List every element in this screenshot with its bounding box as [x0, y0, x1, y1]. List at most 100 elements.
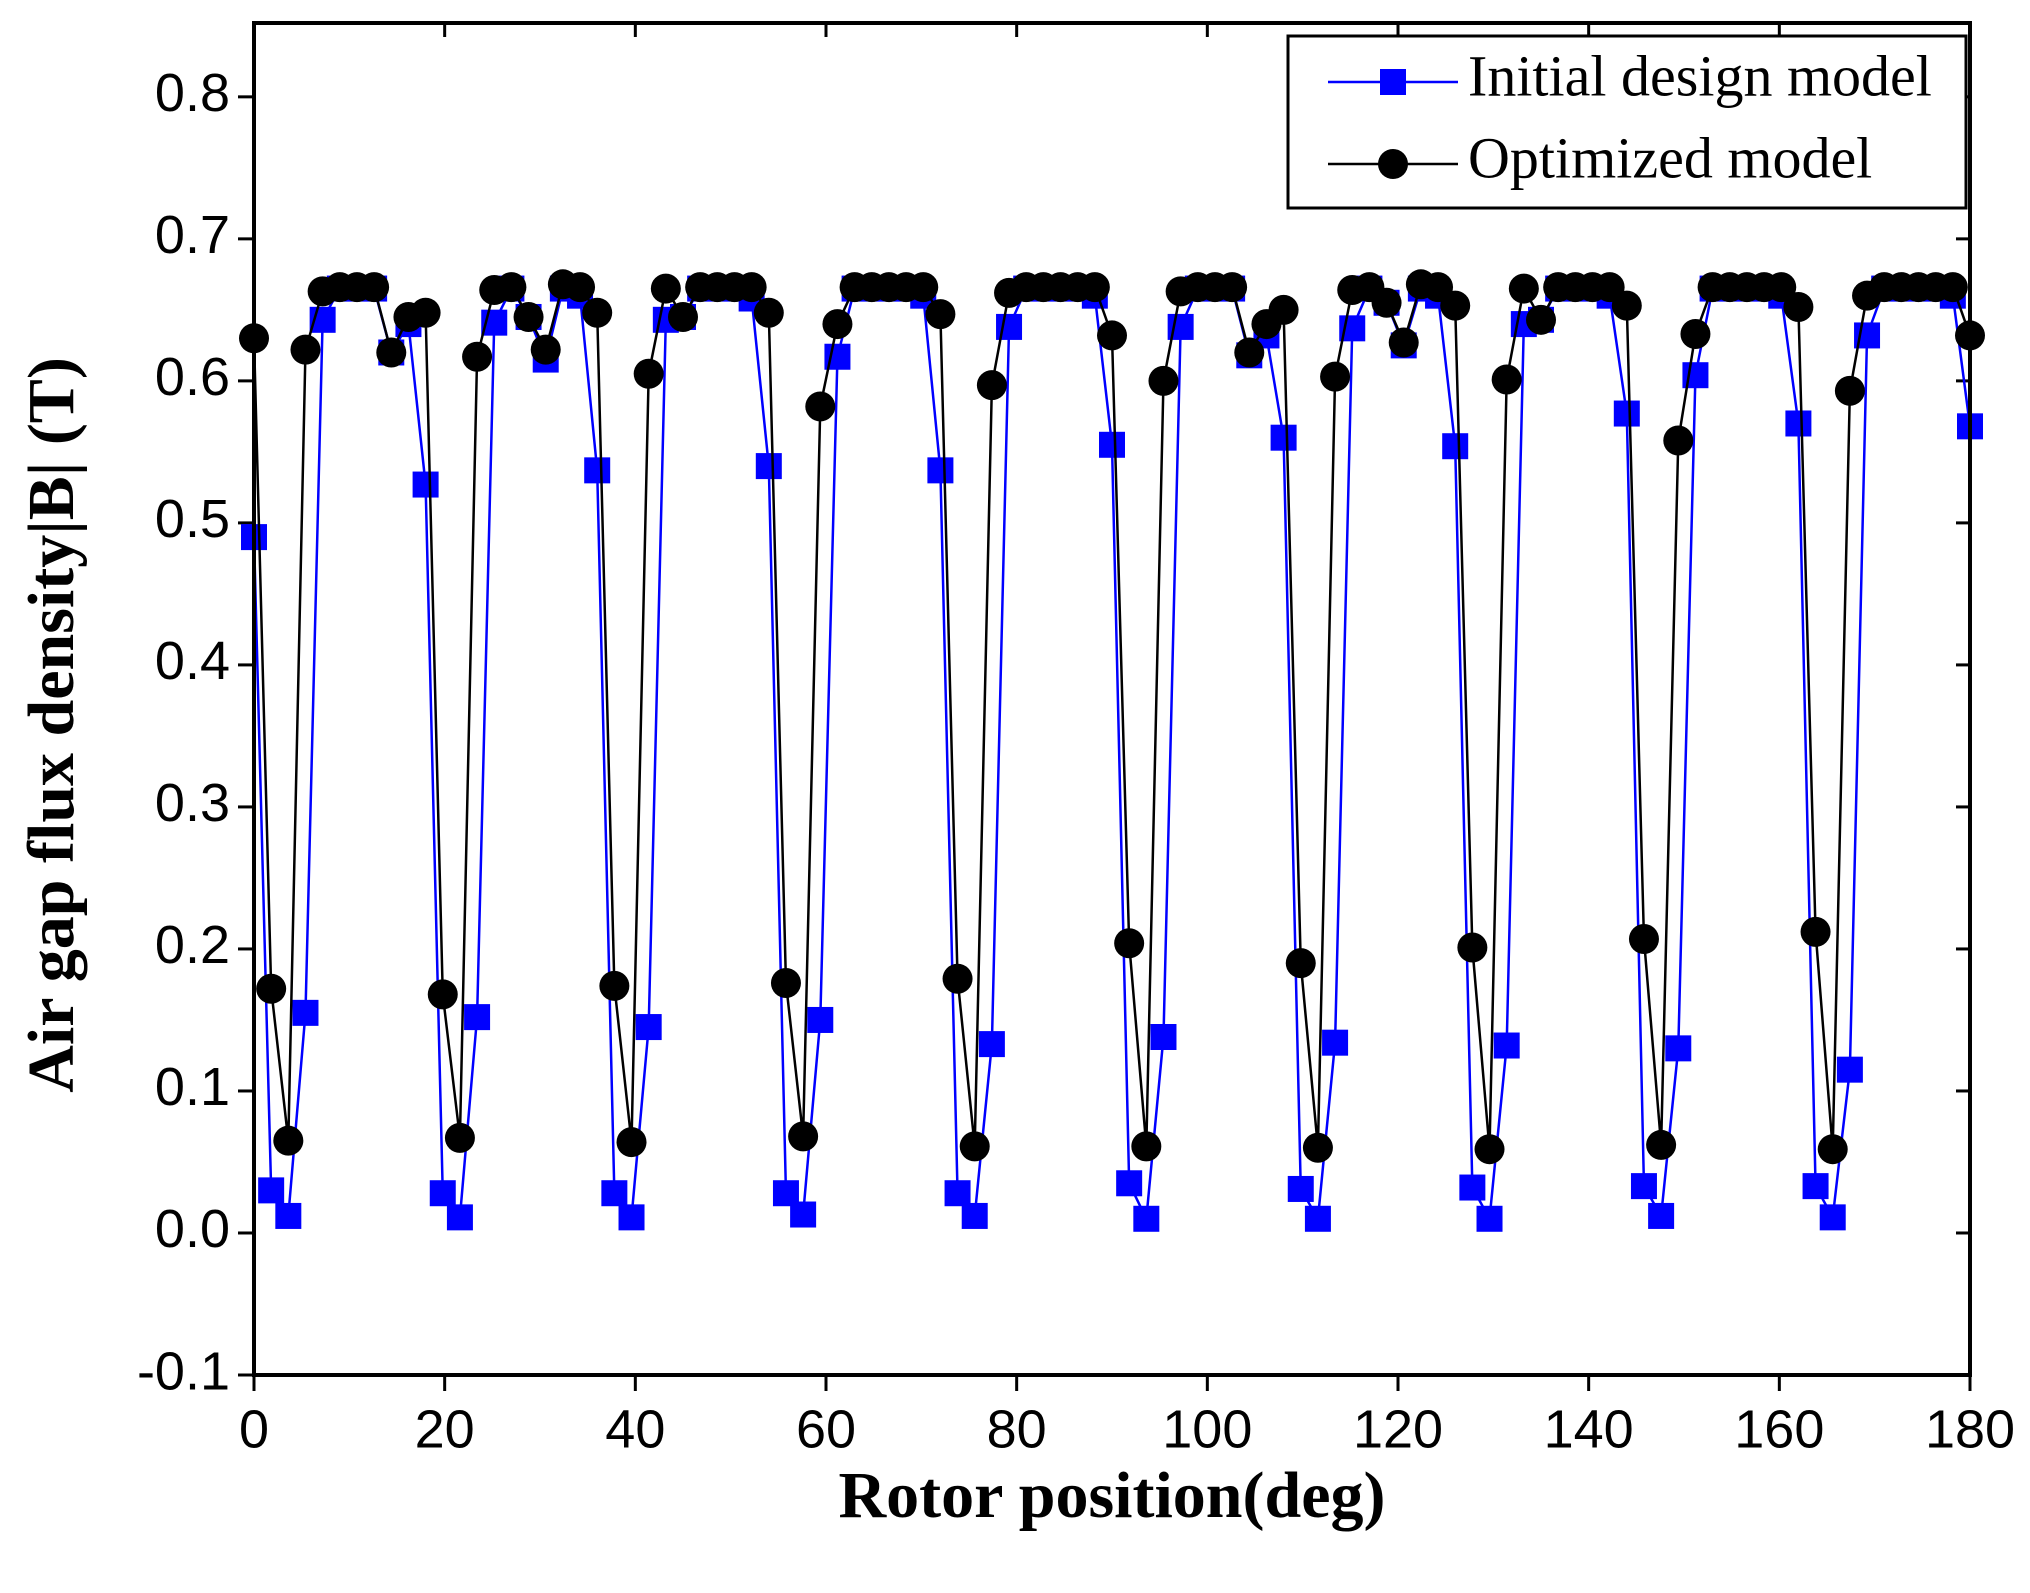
marker [978, 1031, 1005, 1058]
marker [1474, 1134, 1505, 1165]
marker [822, 309, 853, 340]
marker [807, 1006, 834, 1033]
marker [755, 453, 782, 480]
marker [530, 334, 561, 365]
marker [1116, 1170, 1143, 1197]
marker [582, 297, 613, 328]
legend-box [1286, 34, 1968, 210]
marker [1459, 1174, 1486, 1201]
marker [1493, 1032, 1520, 1059]
marker [273, 1125, 304, 1156]
marker [1646, 1129, 1677, 1160]
marker [1802, 1173, 1829, 1200]
legend-label: Optimized model [1468, 125, 1872, 190]
marker [635, 1014, 662, 1041]
marker [1320, 361, 1351, 392]
marker [1304, 1205, 1331, 1232]
x-tick-label: 160 [1734, 1399, 1824, 1459]
marker [650, 273, 681, 304]
marker [359, 272, 390, 303]
x-tick-label: 0 [239, 1399, 269, 1459]
marker [1133, 1205, 1160, 1232]
marker [1268, 294, 1299, 325]
x-tick-label: 60 [796, 1399, 856, 1459]
marker [1079, 272, 1110, 303]
marker [959, 1131, 990, 1162]
marker [1234, 337, 1265, 368]
marker [601, 1180, 628, 1207]
marker [1285, 948, 1316, 979]
marker [1663, 425, 1694, 456]
y-tick-label: 0.6 [155, 347, 230, 407]
y-tick-label: 0.1 [155, 1057, 230, 1117]
marker [1508, 273, 1539, 304]
marker [1680, 319, 1711, 350]
legend-marker [1380, 69, 1406, 95]
marker [584, 457, 611, 484]
marker [1388, 327, 1419, 358]
series-line [252, 282, 1972, 1150]
marker [464, 1004, 491, 1031]
marker [925, 299, 956, 330]
marker [805, 391, 836, 422]
marker [256, 973, 287, 1004]
plot-frame [252, 21, 1972, 1377]
marker [599, 970, 630, 1001]
marker [1476, 1205, 1503, 1232]
marker [927, 457, 954, 484]
x-tick-label: 140 [1544, 1399, 1634, 1459]
marker [1287, 1175, 1314, 1202]
y-tick-label: 0.2 [155, 915, 230, 975]
marker [753, 297, 784, 328]
marker [1937, 272, 1968, 303]
marker [618, 1204, 645, 1231]
marker [908, 272, 939, 303]
marker [1836, 1056, 1863, 1083]
x-tick-label: 120 [1353, 1399, 1443, 1459]
marker [1440, 290, 1471, 321]
marker [1665, 1035, 1692, 1062]
y-tick-label: 0.5 [155, 489, 230, 549]
x-axis-title: Rotor position(deg) [839, 1459, 1386, 1532]
marker [376, 337, 407, 368]
marker [633, 358, 664, 389]
marker [1148, 365, 1179, 396]
marker [1457, 932, 1488, 963]
marker [1783, 292, 1814, 323]
marker [790, 1201, 817, 1228]
series-line [252, 285, 1972, 1224]
marker [513, 301, 544, 332]
marker [1628, 924, 1659, 955]
marker [976, 370, 1007, 401]
marker [410, 297, 441, 328]
marker [1611, 290, 1642, 321]
marker [444, 1122, 475, 1153]
x-tick-label: 100 [1162, 1399, 1252, 1459]
marker [292, 999, 319, 1026]
x-tick-label: 180 [1925, 1399, 2015, 1459]
marker [1800, 916, 1831, 947]
y-axis-title: Air gap flux density|B| (T) [15, 357, 88, 1093]
marker [1817, 1134, 1848, 1165]
marker [1131, 1131, 1162, 1162]
marker [1099, 431, 1125, 458]
marker [446, 1204, 473, 1231]
marker [770, 968, 801, 999]
marker [616, 1127, 647, 1158]
x-tick-label: 20 [415, 1399, 475, 1459]
y-tick-label: -0.1 [137, 1341, 230, 1401]
y-tick-label: 0.0 [155, 1199, 230, 1259]
marker [1150, 1024, 1177, 1050]
marker [1834, 375, 1865, 406]
marker [1302, 1132, 1333, 1163]
marker [1322, 1029, 1349, 1056]
marker [1442, 433, 1469, 460]
y-tick-label: 0.3 [155, 773, 230, 833]
marker [668, 301, 698, 332]
marker [1371, 287, 1402, 318]
marker [1270, 424, 1297, 451]
x-tick-label: 80 [987, 1399, 1047, 1459]
y-tick-label: 0.7 [155, 205, 230, 265]
marker [496, 272, 527, 303]
